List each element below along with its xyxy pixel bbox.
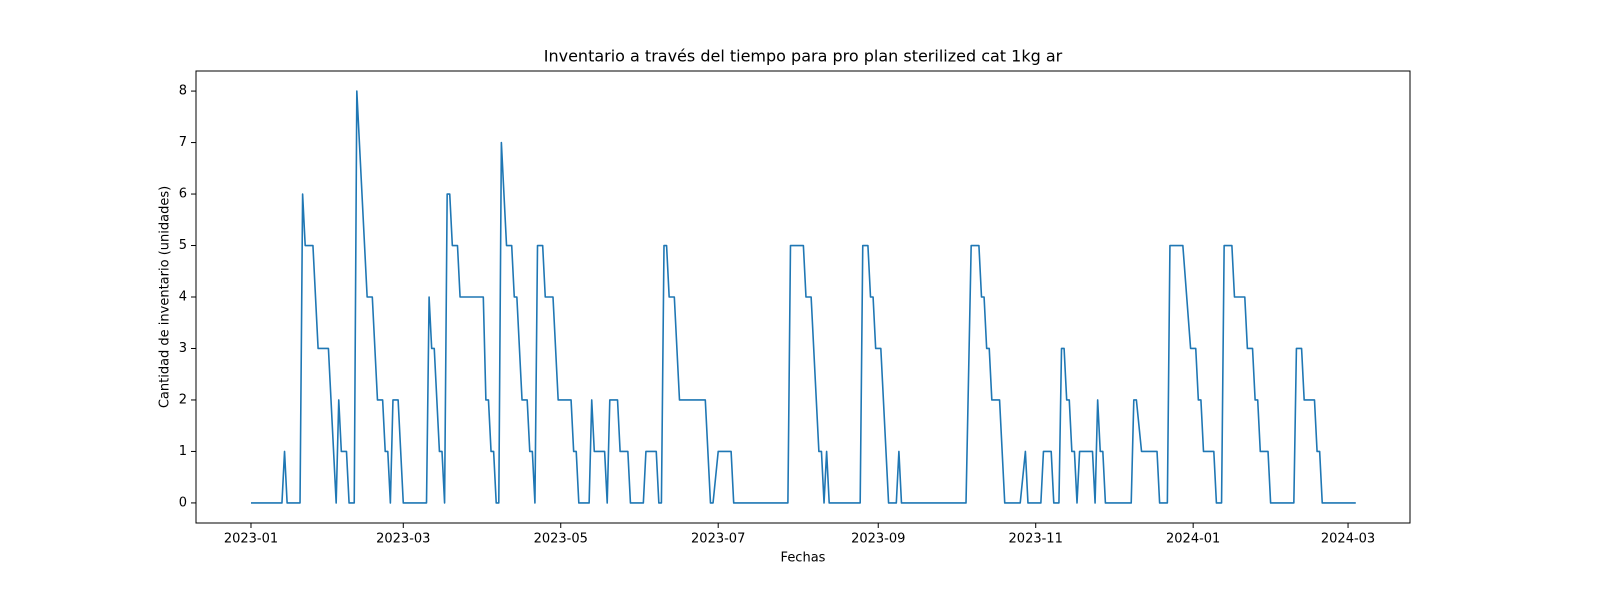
y-tick-label: 7 (179, 135, 187, 150)
y-tick-label: 2 (179, 392, 187, 407)
y-tick-label: 3 (179, 341, 187, 356)
chart-title: Inventario a través del tiempo para pro … (544, 47, 1063, 66)
y-tick-label: 5 (179, 238, 187, 253)
x-tick-label: 2023-01 (224, 532, 278, 547)
y-axis-label: Cantidad de inventario (unidades) (158, 186, 173, 408)
x-tick-label: 2023-07 (691, 532, 745, 547)
x-tick-label: 2024-03 (1321, 532, 1375, 547)
y-tick-label: 0 (179, 495, 187, 510)
x-tick-label: 2023-11 (1009, 532, 1063, 547)
x-tick-label: 2023-09 (851, 532, 905, 547)
x-axis-label: Fechas (781, 551, 826, 566)
x-tick-label: 2023-05 (534, 532, 588, 547)
x-tick-label: 2023-03 (376, 532, 430, 547)
line (250, 90, 1356, 504)
y-tick-label: 4 (179, 290, 187, 305)
y-tick-label: 8 (179, 84, 187, 99)
plot-frame (195, 70, 1411, 524)
y-tick-label: 6 (179, 187, 187, 202)
x-tick-label: 2024-01 (1166, 532, 1220, 547)
y-tick-label: 1 (179, 444, 187, 459)
